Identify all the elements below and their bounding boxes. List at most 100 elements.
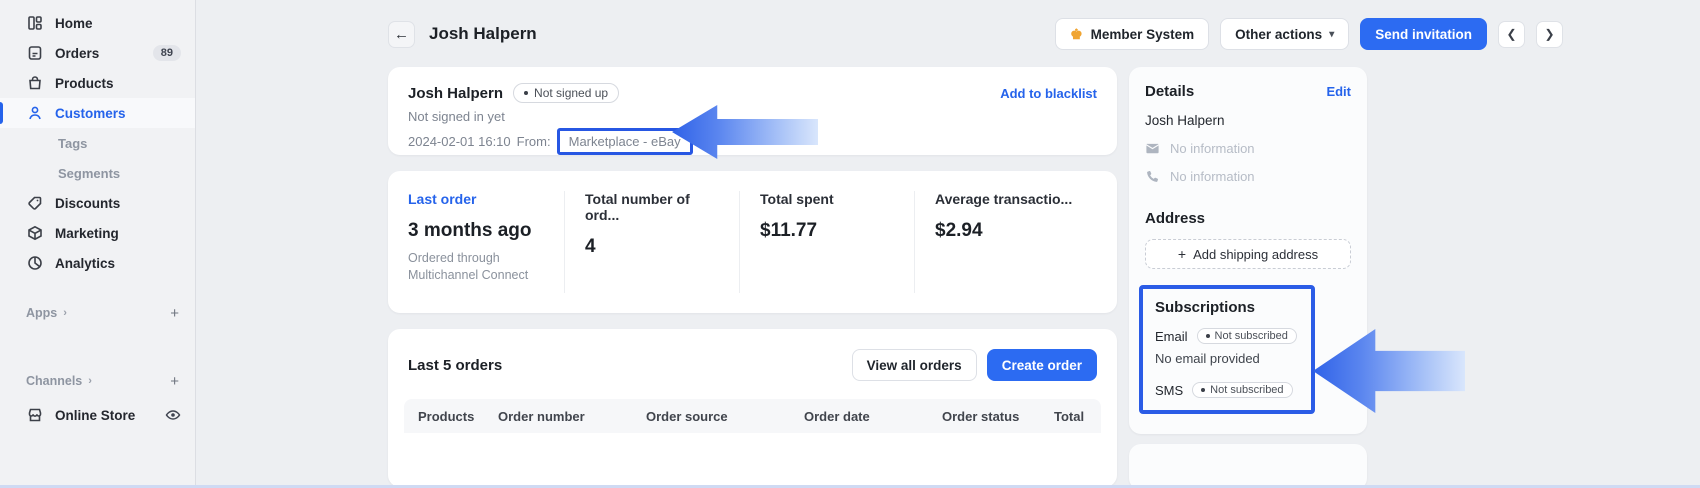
next-customer-button[interactable]: ❯ [1536, 20, 1563, 48]
stat-total-spent: Total spent $11.77 [739, 191, 914, 293]
sidebar-item-customers[interactable]: Customers [0, 98, 195, 128]
column-header-total: Total [1054, 408, 1085, 424]
sidebar-item-orders[interactable]: Orders 89 [0, 38, 195, 68]
phone-icon [1145, 169, 1160, 184]
marketing-icon [26, 225, 43, 242]
not-signed-up-badge: Not signed up [513, 83, 620, 103]
sidebar-item-analytics[interactable]: Analytics [0, 248, 195, 278]
main-content: ← Josh Halpern ♚ Member System Other act… [196, 0, 1700, 488]
sms-subscription-row: SMS Not subscribed [1155, 382, 1301, 398]
channels-group-label: Channels [26, 374, 83, 388]
last-orders-title: Last 5 orders [408, 356, 503, 374]
crown-icon: ♚ [1070, 25, 1083, 42]
analytics-icon [26, 255, 43, 272]
orders-icon [26, 45, 43, 62]
sidebar-item-label: Online Store [55, 407, 136, 423]
eye-icon[interactable] [165, 407, 181, 423]
sms-not-subscribed-badge: Not subscribed [1192, 382, 1293, 398]
phone-info-row: No information [1145, 169, 1351, 184]
column-header-order-status: Order status [942, 408, 1020, 424]
stat-label: Total number of ord... [585, 191, 690, 223]
sidebar-item-marketing[interactable]: Marketing [0, 218, 195, 248]
created-date: 2024-02-01 16:10 [408, 134, 511, 149]
column-header-order-number: Order number [498, 408, 585, 424]
sidebar-item-label: Products [55, 75, 114, 91]
email-not-subscribed-badge: Not subscribed [1196, 328, 1297, 344]
no-email-note: No email provided [1155, 351, 1260, 366]
left-column: Josh Halpern Not signed up Add to blackl… [388, 67, 1117, 487]
sidebar-item-products[interactable]: Products [0, 68, 195, 98]
apps-group-label: Apps [26, 306, 58, 320]
create-order-button[interactable]: Create order [986, 349, 1097, 381]
discounts-icon [26, 195, 43, 212]
add-app-button[interactable]: + [170, 304, 179, 322]
sidebar-item-label: Marketing [55, 225, 119, 241]
products-icon [26, 75, 43, 92]
stat-label: Total spent [760, 191, 834, 207]
member-system-label: Member System [1090, 26, 1195, 42]
chevron-right-icon: ❯ [1544, 27, 1555, 41]
sms-subscription-label: SMS [1155, 382, 1184, 398]
stat-value: $2.94 [935, 220, 983, 241]
sidebar-item-online-store[interactable]: Online Store [0, 400, 195, 430]
stat-value: 4 [585, 236, 596, 257]
add-shipping-address-button[interactable]: + Add shipping address [1145, 239, 1351, 269]
stat-label: Average transactio... [935, 191, 1073, 207]
send-invitation-button[interactable]: Send invitation [1360, 18, 1487, 50]
customers-icon [26, 105, 43, 122]
sidebar-item-discounts[interactable]: Discounts [0, 188, 195, 218]
sidebar: Home Orders 89 Products Customers Tags S… [0, 0, 196, 488]
store-icon [26, 407, 43, 424]
content-columns: Josh Halpern Not signed up Add to blackl… [388, 67, 1700, 488]
address-title: Address [1145, 210, 1206, 227]
customer-summary-card: Josh Halpern Not signed up Add to blackl… [388, 67, 1117, 159]
column-header-order-date: Order date [804, 408, 870, 424]
annotation-arrow-left-icon [1313, 329, 1465, 413]
stat-subtext: Ordered through Multichannel Connect [408, 251, 529, 282]
stat-value: $11.77 [760, 220, 818, 241]
sidebar-item-home[interactable]: Home [0, 8, 195, 38]
last-order-link[interactable]: Last order [408, 191, 477, 207]
header-actions: ♚ Member System Other actions ▾ Send inv… [1055, 18, 1563, 50]
member-system-button[interactable]: ♚ Member System [1055, 18, 1210, 50]
sidebar-item-tags[interactable]: Tags [0, 128, 195, 158]
chevron-down-icon: ▾ [1329, 28, 1335, 40]
sidebar-item-label: Home [55, 15, 93, 31]
sidebar-item-label: Orders [55, 45, 100, 61]
back-button[interactable]: ← [388, 20, 415, 48]
prev-customer-button[interactable]: ❮ [1498, 20, 1525, 48]
subscriptions-title: Subscriptions [1155, 299, 1256, 316]
stat-value: 3 months ago [408, 220, 532, 241]
sidebar-item-label: Analytics [55, 255, 116, 271]
customer-name: Josh Halpern [408, 84, 504, 102]
from-label: From: [516, 134, 551, 149]
email-icon [1145, 141, 1160, 156]
chevron-right-icon: › [63, 307, 67, 319]
column-header-products: Products [418, 408, 475, 424]
last-orders-card: Last 5 orders View all orders Create ord… [388, 329, 1117, 487]
customer-stats-card: Last order 3 months ago Ordered through … [388, 171, 1117, 313]
add-channel-button[interactable]: + [170, 372, 179, 390]
right-column: Details Edit Josh Halpern No information [1129, 67, 1465, 488]
edit-details-link[interactable]: Edit [1326, 84, 1351, 99]
stat-average-transaction: Average transactio... $2.94 [914, 191, 1089, 293]
plus-icon: + [1177, 246, 1187, 262]
column-header-order-source: Order source [646, 408, 728, 424]
sidebar-item-segments[interactable]: Segments [0, 158, 195, 188]
sidebar-group-channels[interactable]: Channels › + [0, 368, 195, 394]
orders-table-header: Products Order number Order source Order… [404, 399, 1101, 433]
sidebar-group-apps[interactable]: Apps › + [0, 300, 195, 326]
other-actions-button[interactable]: Other actions ▾ [1220, 18, 1350, 50]
details-title: Details [1145, 83, 1195, 100]
orders-table-row [404, 433, 1101, 487]
email-value: No information [1170, 141, 1255, 156]
page-header: ← Josh Halpern ♚ Member System Other act… [388, 18, 1563, 50]
view-all-orders-button[interactable]: View all orders [851, 349, 977, 381]
sidebar-item-label: Tags [58, 135, 88, 151]
add-shipping-address-label: Add shipping address [1193, 246, 1319, 262]
other-actions-label: Other actions [1235, 26, 1323, 42]
sidebar-item-label: Customers [55, 105, 126, 121]
phone-value: No information [1170, 169, 1255, 184]
add-to-blacklist-link[interactable]: Add to blacklist [1000, 85, 1097, 101]
